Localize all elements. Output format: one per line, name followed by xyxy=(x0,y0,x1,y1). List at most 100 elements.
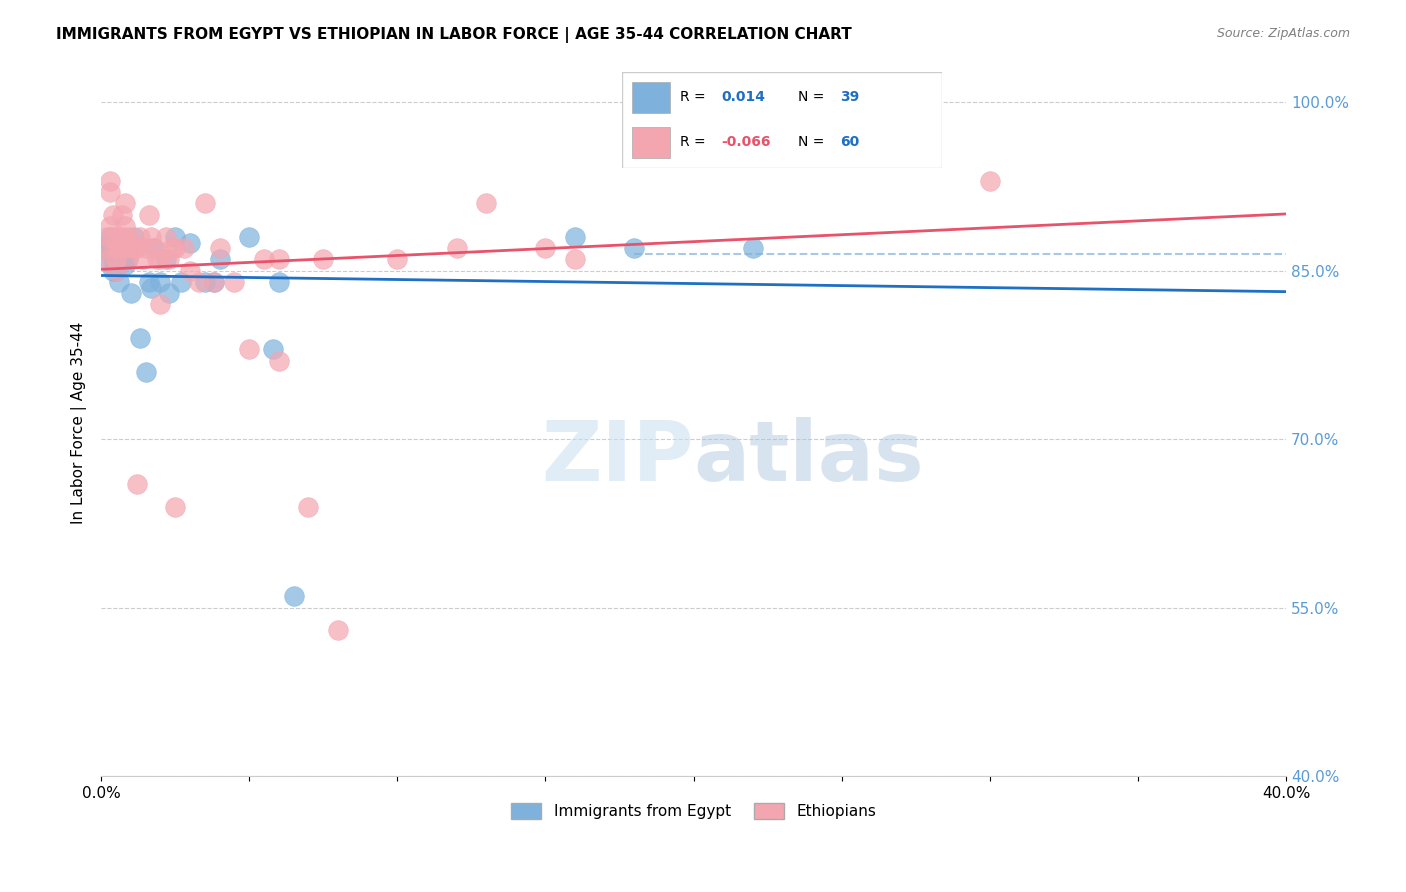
Point xyxy=(141,280,163,294)
Point xyxy=(165,230,187,244)
Point xyxy=(114,219,136,233)
Point xyxy=(108,230,131,244)
Point xyxy=(160,241,183,255)
Point xyxy=(155,230,177,244)
Point xyxy=(135,365,157,379)
Point xyxy=(387,252,409,267)
Point xyxy=(114,196,136,211)
Point xyxy=(96,230,118,244)
Point xyxy=(111,208,134,222)
Point xyxy=(98,235,121,250)
Point xyxy=(101,263,124,277)
Point xyxy=(979,174,1001,188)
Point xyxy=(208,252,231,267)
Point xyxy=(208,241,231,255)
Point xyxy=(114,241,136,255)
Point xyxy=(125,477,148,491)
Legend: Immigrants from Egypt, Ethiopians: Immigrants from Egypt, Ethiopians xyxy=(505,797,883,825)
Point xyxy=(446,241,468,255)
Point xyxy=(111,241,134,255)
Point xyxy=(155,252,177,267)
Point xyxy=(253,252,276,267)
Point xyxy=(194,196,217,211)
Point xyxy=(711,140,734,154)
Point xyxy=(117,230,139,244)
Point xyxy=(283,590,305,604)
Point xyxy=(141,230,163,244)
Point xyxy=(101,252,124,267)
Point xyxy=(104,263,127,277)
Point xyxy=(96,252,118,267)
Point xyxy=(111,230,134,244)
Point xyxy=(165,241,187,255)
Point xyxy=(238,343,260,357)
Point xyxy=(238,230,260,244)
Point xyxy=(138,275,160,289)
Point xyxy=(101,230,124,244)
Point xyxy=(117,252,139,267)
Point xyxy=(108,275,131,289)
Point xyxy=(149,297,172,311)
Point xyxy=(157,286,180,301)
Point xyxy=(202,275,225,289)
Point xyxy=(534,241,557,255)
Point xyxy=(96,252,118,267)
Point xyxy=(128,331,150,345)
Point xyxy=(267,252,290,267)
Point xyxy=(128,230,150,244)
Point xyxy=(120,241,142,255)
Point xyxy=(104,241,127,255)
Point xyxy=(157,252,180,267)
Point xyxy=(187,275,209,289)
Point xyxy=(179,235,201,250)
Point xyxy=(267,275,290,289)
Text: Source: ZipAtlas.com: Source: ZipAtlas.com xyxy=(1216,27,1350,40)
Point xyxy=(138,208,160,222)
Point xyxy=(98,230,121,244)
Point xyxy=(122,230,145,244)
Point xyxy=(93,241,115,255)
Point xyxy=(104,241,127,255)
Point xyxy=(173,241,195,255)
Point xyxy=(135,241,157,255)
Point xyxy=(202,275,225,289)
Point xyxy=(564,252,586,267)
Point xyxy=(122,241,145,255)
Point xyxy=(143,241,166,255)
Point xyxy=(224,275,246,289)
Point xyxy=(120,286,142,301)
Point xyxy=(101,208,124,222)
Point xyxy=(194,275,217,289)
Point xyxy=(149,252,172,267)
Point xyxy=(108,241,131,255)
Point xyxy=(179,263,201,277)
Point xyxy=(114,252,136,267)
Point xyxy=(114,258,136,272)
Point xyxy=(312,252,335,267)
Text: atlas: atlas xyxy=(693,417,924,499)
Point xyxy=(165,500,187,514)
Point xyxy=(104,252,127,267)
Point xyxy=(267,353,290,368)
Point xyxy=(564,230,586,244)
Text: ZIP: ZIP xyxy=(541,417,693,499)
Point xyxy=(93,241,115,255)
Point xyxy=(741,241,763,255)
Point xyxy=(623,241,645,255)
Point xyxy=(149,275,172,289)
Point xyxy=(170,275,193,289)
Y-axis label: In Labor Force | Age 35-44: In Labor Force | Age 35-44 xyxy=(72,321,87,524)
Point xyxy=(297,500,319,514)
Point xyxy=(326,623,349,637)
Point xyxy=(108,241,131,255)
Point xyxy=(262,343,284,357)
Text: IMMIGRANTS FROM EGYPT VS ETHIOPIAN IN LABOR FORCE | AGE 35-44 CORRELATION CHART: IMMIGRANTS FROM EGYPT VS ETHIOPIAN IN LA… xyxy=(56,27,852,43)
Point xyxy=(475,196,498,211)
Point xyxy=(143,241,166,255)
Point xyxy=(104,252,127,267)
Point xyxy=(104,263,127,277)
Point xyxy=(131,252,153,267)
Point xyxy=(98,185,121,199)
Point xyxy=(111,252,134,267)
Point xyxy=(98,219,121,233)
